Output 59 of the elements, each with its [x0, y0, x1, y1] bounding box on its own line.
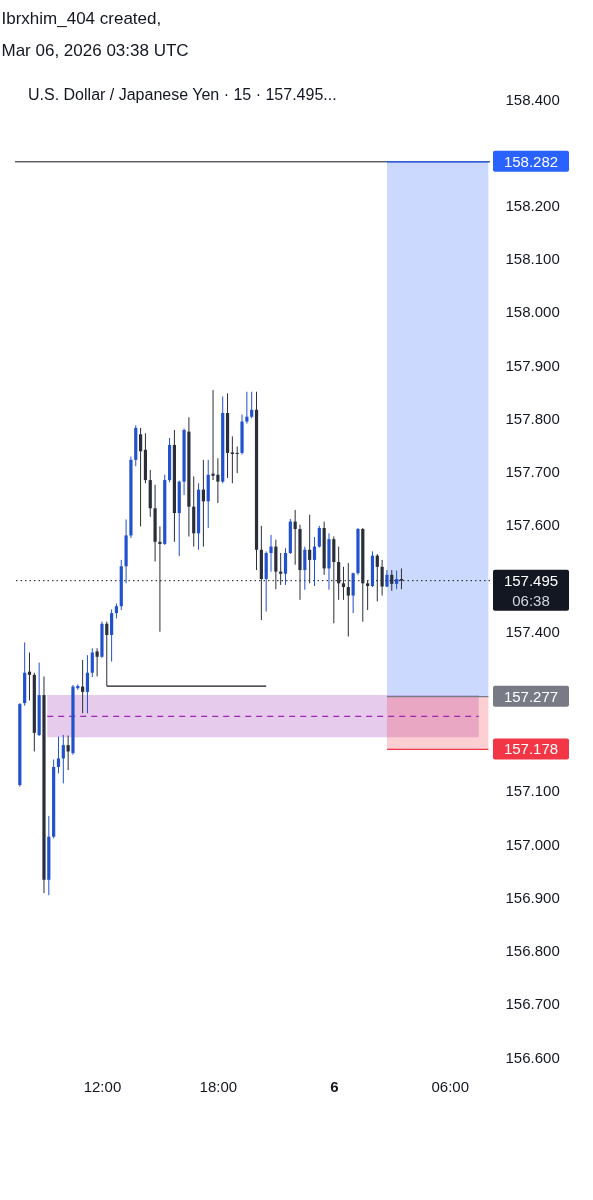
candlestick	[390, 569, 394, 592]
candlestick	[158, 525, 162, 633]
y-tick-label: 157.000	[505, 835, 560, 853]
y-tick-label: 158.100	[505, 250, 560, 268]
candlestick	[337, 546, 341, 601]
candlestick	[61, 734, 65, 784]
candlestick	[317, 525, 321, 549]
candlestick	[351, 572, 355, 614]
y-tick-label: 157.800	[505, 409, 560, 427]
candlestick	[303, 546, 307, 591]
candlestick	[90, 647, 94, 678]
y-tick-label: 157.900	[505, 356, 560, 374]
chart-title: U.S. Dollar / Japanese Yen · 15 · 157.495...	[28, 86, 337, 103]
candlestick	[341, 566, 346, 601]
candlestick	[332, 535, 336, 624]
y-tick-label: 158.000	[505, 303, 560, 321]
candlestick	[230, 435, 234, 484]
candlestick	[105, 621, 109, 687]
candlestick	[366, 579, 370, 611]
candlestick	[56, 736, 61, 774]
candlestick	[380, 559, 384, 597]
x-tick-label: 18:00	[199, 1077, 238, 1095]
x-tick-label: 6	[330, 1077, 339, 1095]
x-tick-label: 12:00	[83, 1077, 122, 1095]
series-label: 157.277	[503, 687, 559, 705]
y-tick-label: 157.400	[505, 622, 560, 640]
candlestick	[312, 536, 317, 587]
y-tick-label: 157.700	[505, 463, 560, 481]
series-label: 158.282	[503, 152, 559, 170]
y-tick-label: 156.900	[505, 888, 560, 906]
candlestick	[395, 570, 399, 590]
candlestick	[269, 534, 273, 573]
candlestick	[27, 652, 32, 701]
y-tick-label: 156.600	[505, 1048, 560, 1066]
series-label: 157.178	[503, 740, 559, 758]
y-tick-label: 156.800	[505, 942, 560, 960]
candlestick	[308, 514, 312, 584]
candlestick	[375, 553, 379, 602]
candlestick	[95, 647, 99, 677]
candlestick	[399, 567, 404, 590]
ref-line-label: 157.495 06:38	[503, 571, 559, 609]
y-tick-label: 158.400	[505, 90, 560, 108]
candlestick	[346, 562, 350, 638]
candlestick	[245, 391, 249, 425]
candlestick	[283, 547, 288, 586]
candlestick	[110, 608, 114, 663]
candlestick	[138, 427, 143, 527]
candlestick	[66, 735, 70, 771]
candlestick	[211, 389, 215, 481]
candlestick	[250, 391, 254, 419]
x-tick-label: 06:00	[431, 1077, 470, 1095]
candlestick	[85, 654, 90, 714]
y-tick-label: 157.100	[505, 782, 560, 800]
y-tick-label: 156.700	[505, 995, 560, 1013]
y-tick-label: 158.200	[505, 196, 560, 214]
text: Ibrxhim_404 created,	[1, 9, 162, 28]
y-tick-label: 157.600	[505, 516, 560, 534]
candlestick	[235, 446, 239, 474]
text: Mar 06, 2026 03:38 UTC	[1, 41, 189, 60]
